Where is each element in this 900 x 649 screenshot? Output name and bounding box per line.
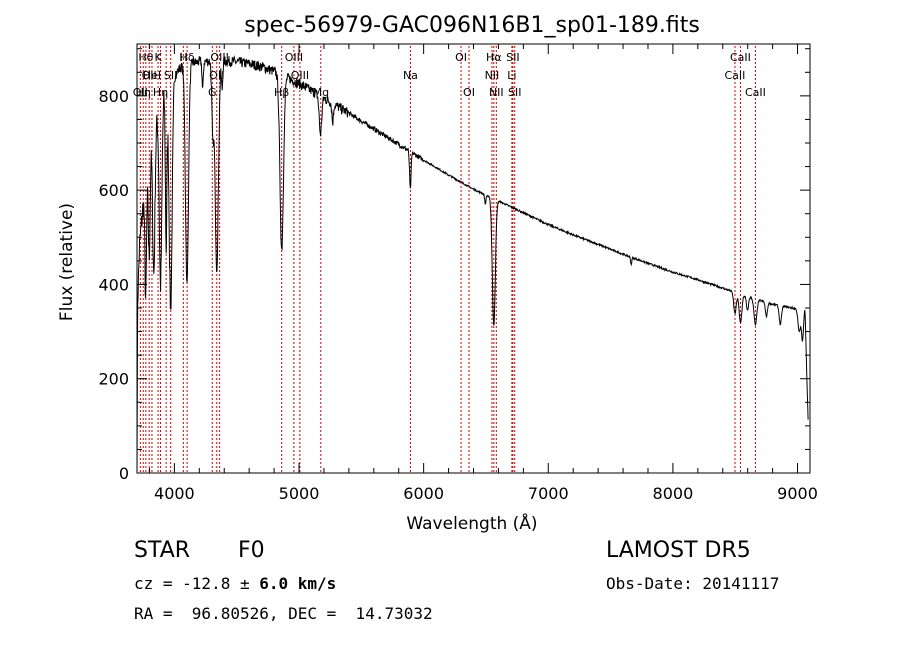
- reference-line-label-21: NII: [485, 69, 500, 82]
- reference-line-label-2: Hθ: [138, 51, 153, 64]
- reference-line-markers: [139, 46, 756, 473]
- reference-line-label-6: Hη: [153, 86, 168, 99]
- x-tick-label-3: 7000: [528, 484, 569, 503]
- axis-ticks: 4000 5000 6000 7000 8000 9000 0 200 400 600 800: [98, 44, 818, 503]
- reference-line-label-24: Li: [507, 69, 516, 82]
- reference-line-label-4: HeI: [143, 69, 161, 82]
- cz-value: cz = -12.8 ±: [134, 574, 260, 593]
- reference-line-label-14: Hβ: [274, 86, 289, 99]
- coordinates: RA = 96.80526, DEC = 14.73032: [134, 604, 433, 623]
- y-tick-label-0: 0: [119, 464, 129, 483]
- reference-line-label-28: CaII: [730, 51, 751, 64]
- reference-line-label-22: Hα: [486, 51, 502, 64]
- y-tick-label-3: 600: [98, 181, 129, 200]
- redshift-line: cz = -12.8 ± 6.0 km/s: [134, 574, 336, 593]
- reference-line-label-29: CaII: [745, 86, 766, 99]
- y-axis-label: Flux (relative): [57, 203, 77, 321]
- x-tick-label-5: 9000: [777, 484, 818, 503]
- reference-line-label-26: SII: [508, 86, 521, 99]
- chart-title: spec-56979-GAC096N16B1_sp01-189.fits: [244, 13, 700, 38]
- subclass-label: F0: [238, 538, 265, 563]
- x-axis-label: Wavelength (Å): [406, 512, 537, 534]
- reference-line-label-3: OII: [142, 69, 157, 82]
- obs-date: Obs-Date: 20141117: [606, 574, 780, 593]
- y-tick-label-4: 800: [98, 87, 129, 106]
- reference-line-label-15: OIII: [285, 51, 303, 64]
- reference-line-label-0: OII: [133, 86, 148, 99]
- class-label: STAR: [134, 538, 191, 563]
- reference-line-label-8: SII: [164, 69, 177, 82]
- x-tick-label-1: 5000: [279, 484, 320, 503]
- reference-line-label-27: CaII: [725, 69, 746, 82]
- reference-line-label-11: G: [208, 86, 217, 99]
- cz-error: 6.0 km/s: [259, 574, 337, 593]
- plot-frame: [136, 43, 811, 474]
- reference-line-labels: OIIHηHθOIIHeIKHηSIIHHδGOIIOIIIHβOIIIOIII…: [133, 51, 766, 99]
- reference-line-label-1: Hη: [136, 86, 151, 99]
- y-tick-label-2: 400: [98, 275, 129, 294]
- reference-line-label-10: Hδ: [180, 51, 195, 64]
- reference-line-label-9: H: [179, 51, 187, 64]
- y-tick-label-1: 200: [98, 370, 129, 389]
- reference-line-label-16: OIII: [291, 69, 309, 82]
- reference-line-label-23: NII: [489, 86, 504, 99]
- survey-label: LAMOST DR5: [606, 538, 751, 563]
- x-tick-label-4: 8000: [653, 484, 694, 503]
- reference-line-label-12: OII: [209, 69, 224, 82]
- x-tick-label-0: 4000: [154, 484, 195, 503]
- reference-line-label-19: OI: [455, 51, 467, 64]
- reference-line-label-20: OI: [463, 86, 475, 99]
- x-tick-label-2: 6000: [403, 484, 444, 503]
- reference-line-label-25: SII: [506, 51, 519, 64]
- reference-line-label-17: Mg: [313, 86, 329, 99]
- reference-line-label-13: OIII: [210, 51, 228, 64]
- reference-line-label-18: Na: [403, 69, 418, 82]
- spectrum-line: [136, 55, 809, 474]
- reference-line-label-5: K: [154, 51, 162, 64]
